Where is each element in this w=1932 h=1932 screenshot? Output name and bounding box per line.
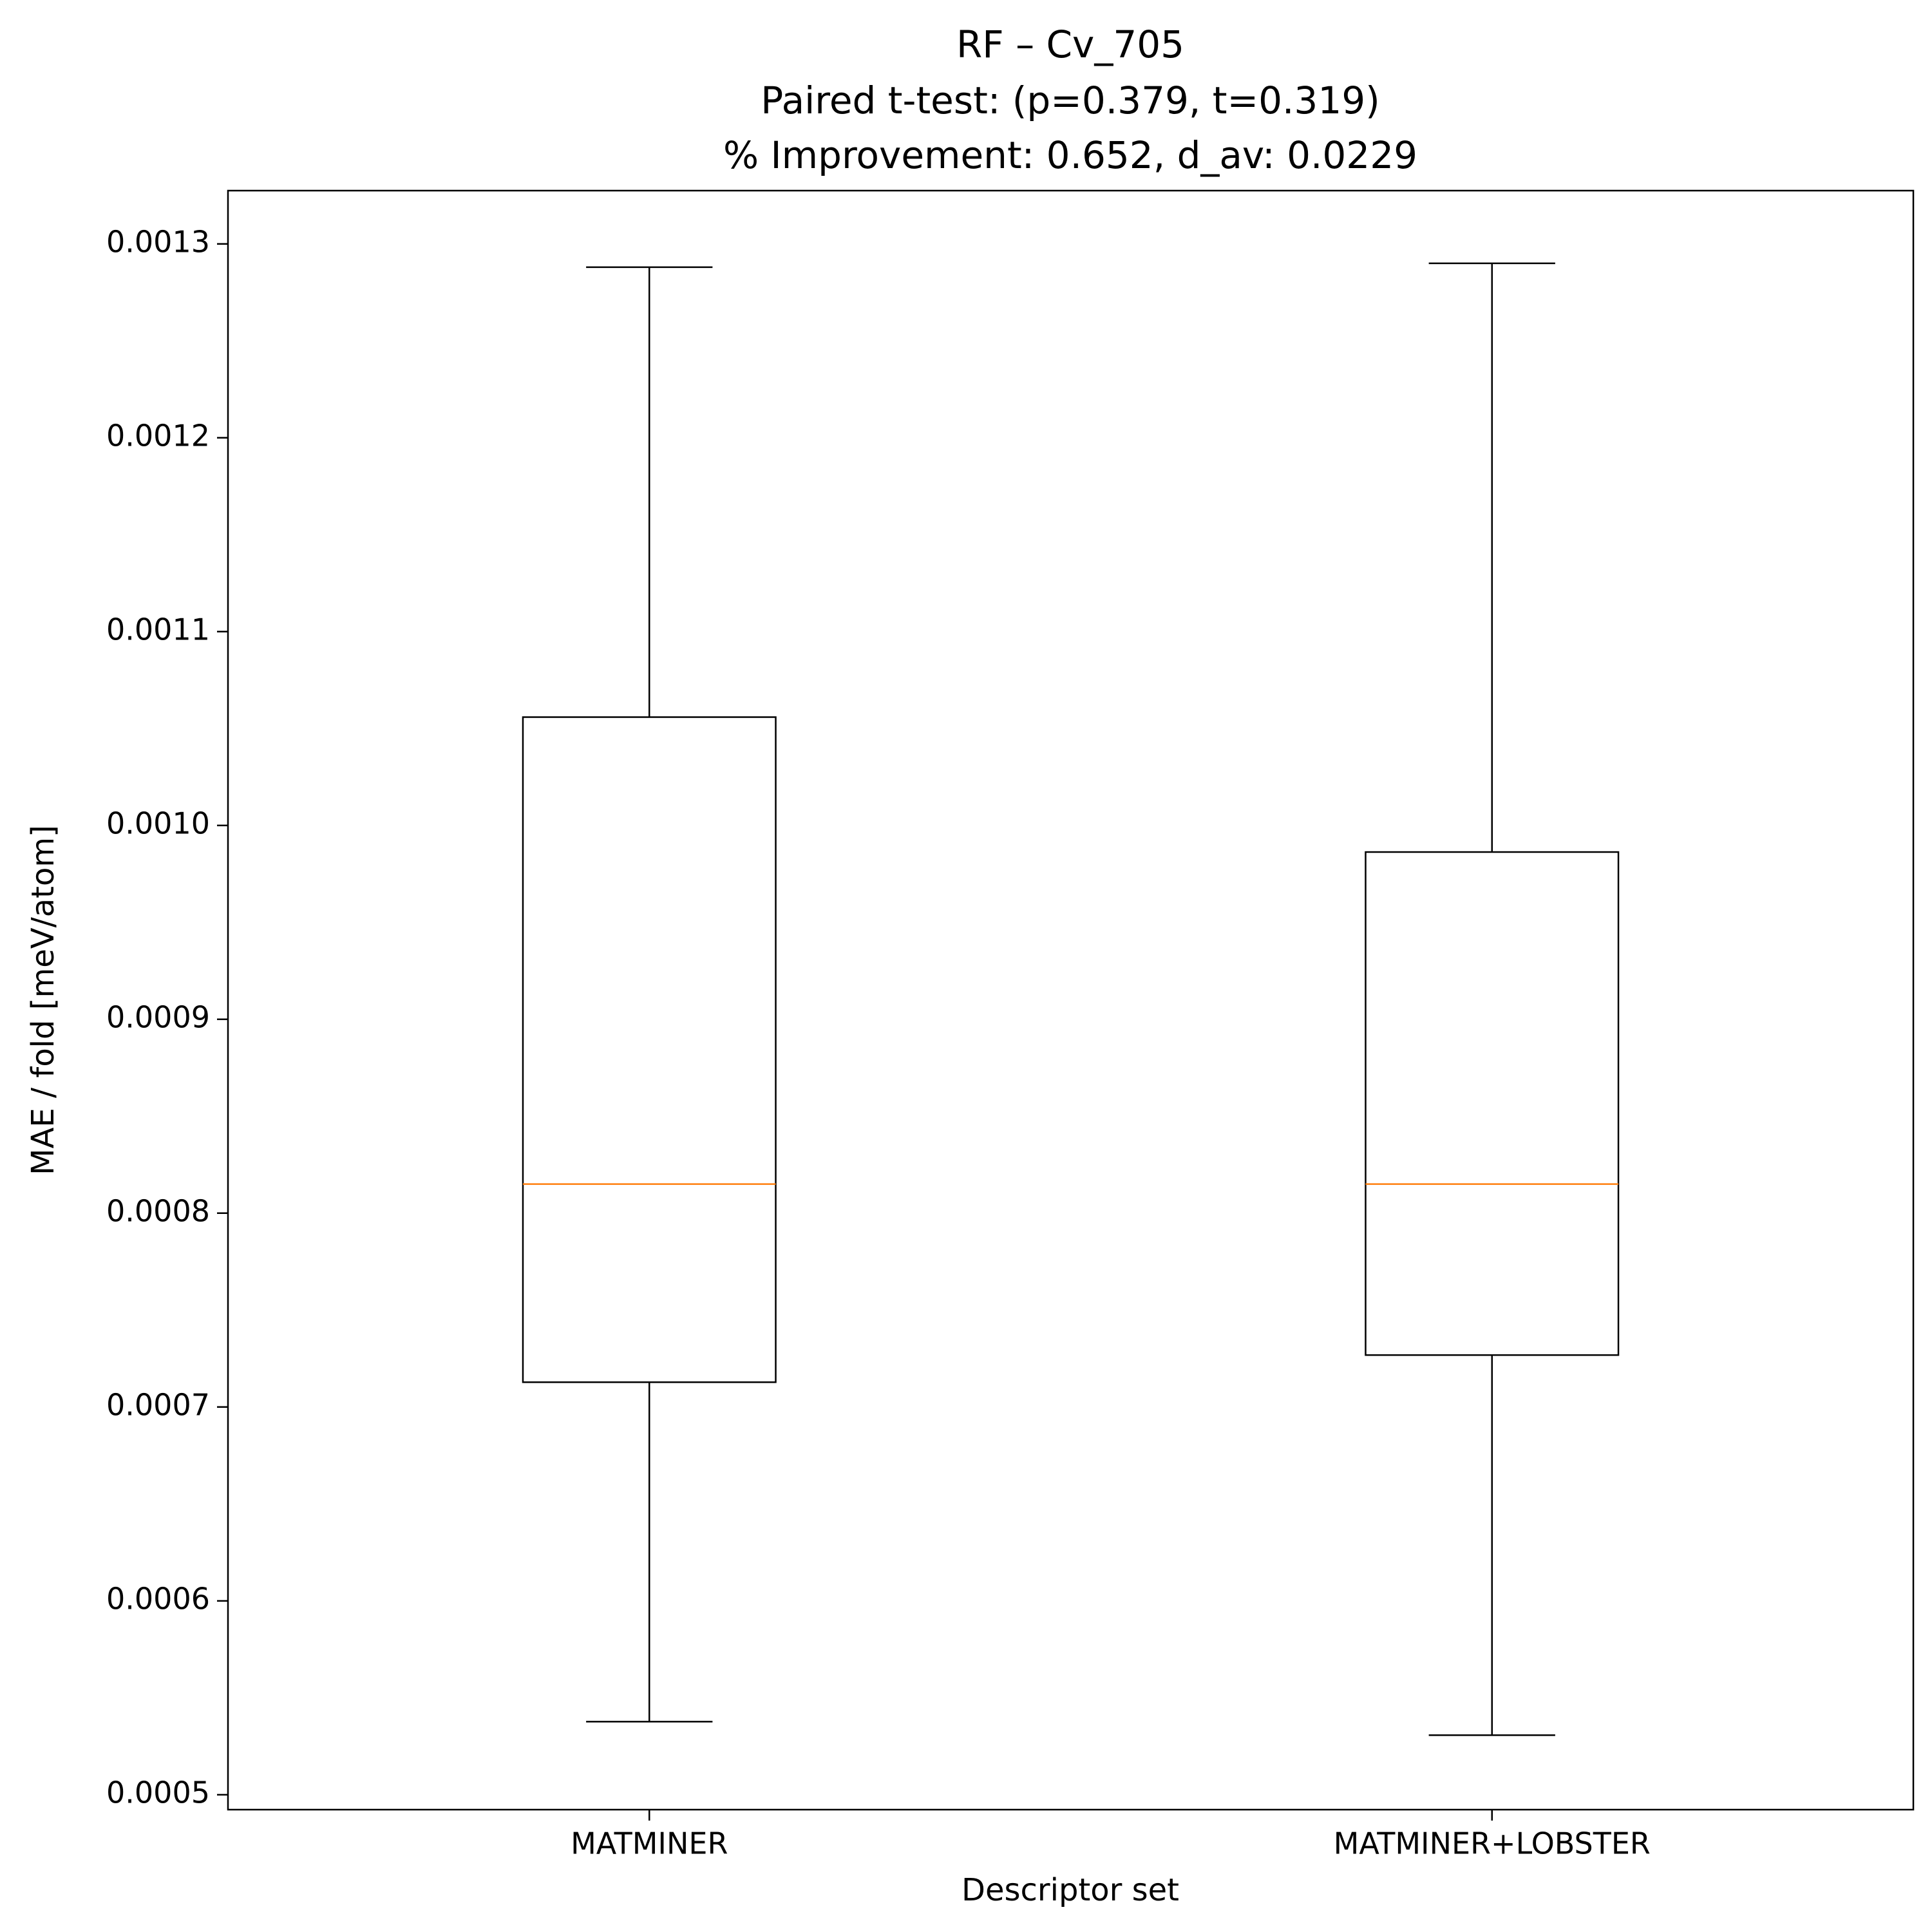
y-tick-label: 0.0012 <box>106 418 210 453</box>
y-tick-label: 0.0011 <box>106 612 210 647</box>
y-tick-label: 0.0007 <box>106 1387 210 1422</box>
y-tick-label: 0.0005 <box>106 1775 210 1810</box>
y-tick-label: 0.0010 <box>106 806 210 840</box>
y-tick-label: 0.0009 <box>106 999 210 1034</box>
plot-frame <box>227 189 1915 1811</box>
chart-subtitle: Paired t-test: (p=0.379, t=0.319) <box>761 79 1380 122</box>
x-tick-label: MATMINER+LOBSTER <box>1334 1826 1651 1861</box>
y-tick-label: 0.0006 <box>106 1581 210 1616</box>
box <box>1365 851 1620 1356</box>
y-tick-label: 0.0008 <box>106 1193 210 1228</box>
y-tick-label: 0.0013 <box>106 224 210 259</box>
chart-subtitle: % Improvement: 0.652, d_av: 0.0229 <box>723 133 1417 177</box>
box <box>522 716 777 1383</box>
y-axis-label: MAE / fold [meV/atom] <box>25 825 61 1175</box>
x-axis-label: Descriptor set <box>961 1872 1179 1908</box>
x-tick-label: MATMINER <box>571 1826 728 1861</box>
chart-title: RF – Cv_705 <box>956 23 1184 66</box>
